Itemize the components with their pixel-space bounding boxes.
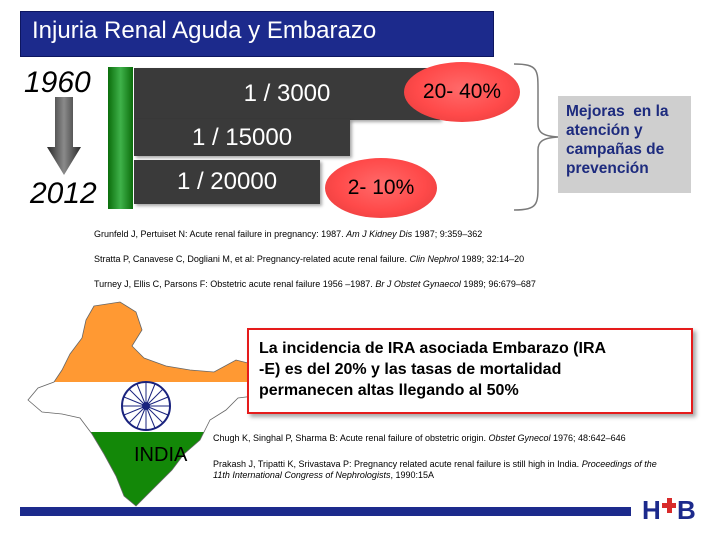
timeline-bar <box>108 67 133 209</box>
right-brace-icon <box>513 63 559 211</box>
improvements-box: Mejoras en la atención y campañas de pre… <box>558 96 691 193</box>
hospital-logo: H B <box>642 495 696 525</box>
reference-prakash: Prakash J, Tripatti K, Srivastava P: Pre… <box>213 459 657 469</box>
reference-chugh: Chugh K, Singhal P, Sharma B: Acute rena… <box>213 433 626 443</box>
highlight-line: permanecen altas llegando al 50% <box>259 382 519 399</box>
mortality-oval-2012: 2- 10% <box>325 158 437 218</box>
reference-turney: Turney J, Ellis C, Parsons F: Obstetric … <box>94 279 536 289</box>
slide-title: Injuria Renal Aguda y Embarazo <box>32 17 377 44</box>
country-label: INDIA <box>134 444 188 466</box>
footer-bar <box>20 507 631 516</box>
mortality-oval-1960: 20- 40% <box>404 62 520 122</box>
down-arrow-icon <box>47 97 81 175</box>
highlight-line: La incidencia de IRA asociada Embarazo (… <box>259 340 607 357</box>
incidence-label: 1 / 3000 <box>243 80 331 107</box>
incidence-box-middle: 1 / 15000 <box>134 119 350 156</box>
india-flag-map <box>27 301 269 507</box>
incidence-box-2012: 1 / 20000 <box>134 160 320 204</box>
incidence-label: 1 / 20000 <box>176 168 278 195</box>
year-end: 2012 <box>30 177 97 210</box>
reference-grunfeld: Grunfeld J, Pertuiset N: Acute renal fai… <box>94 229 483 239</box>
improvements-line: Mejoras en la <box>566 103 669 120</box>
highlight-box: La incidencia de IRA asociada Embarazo (… <box>247 328 693 414</box>
svg-text:B: B <box>677 495 696 525</box>
reference-stratta: Stratta P, Canavese C, Dogliani M, et al… <box>94 254 525 264</box>
improvements-line: atención y <box>566 122 643 139</box>
reference-prakash-cont: 11th International Congress of Nephrolog… <box>213 470 434 480</box>
title-banner <box>20 11 494 57</box>
improvements-line: prevención <box>566 160 649 177</box>
year-start: 1960 <box>24 66 91 99</box>
incidence-box-1960: 1 / 3000 <box>134 68 440 120</box>
highlight-line: -E) es del 20% y las tasas de mortalidad <box>259 361 562 378</box>
incidence-label: 1 / 15000 <box>191 124 293 151</box>
improvements-line: campañas de <box>566 141 665 158</box>
svg-text:H: H <box>642 495 661 525</box>
